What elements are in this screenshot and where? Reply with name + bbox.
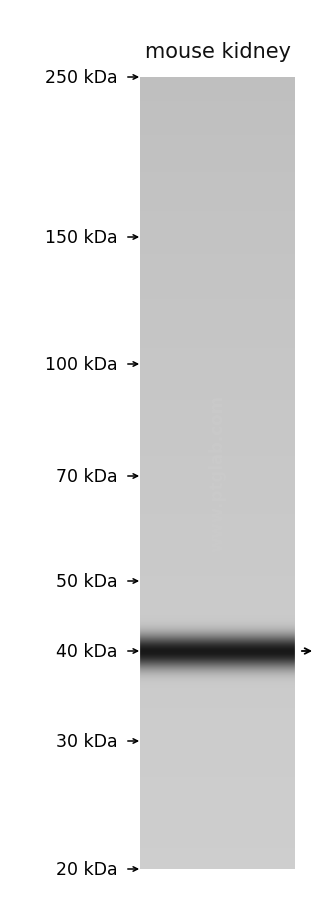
Text: 250 kDa: 250 kDa	[45, 69, 118, 87]
Text: 150 kDa: 150 kDa	[45, 229, 118, 247]
Text: 40 kDa: 40 kDa	[57, 642, 118, 660]
Text: 20 kDa: 20 kDa	[56, 860, 118, 878]
Text: 30 kDa: 30 kDa	[56, 732, 118, 750]
Text: 50 kDa: 50 kDa	[56, 573, 118, 590]
Text: 70 kDa: 70 kDa	[56, 467, 118, 485]
Text: mouse kidney: mouse kidney	[145, 42, 291, 62]
Text: www.ptglab.com: www.ptglab.com	[209, 395, 227, 552]
Text: 100 kDa: 100 kDa	[45, 355, 118, 373]
